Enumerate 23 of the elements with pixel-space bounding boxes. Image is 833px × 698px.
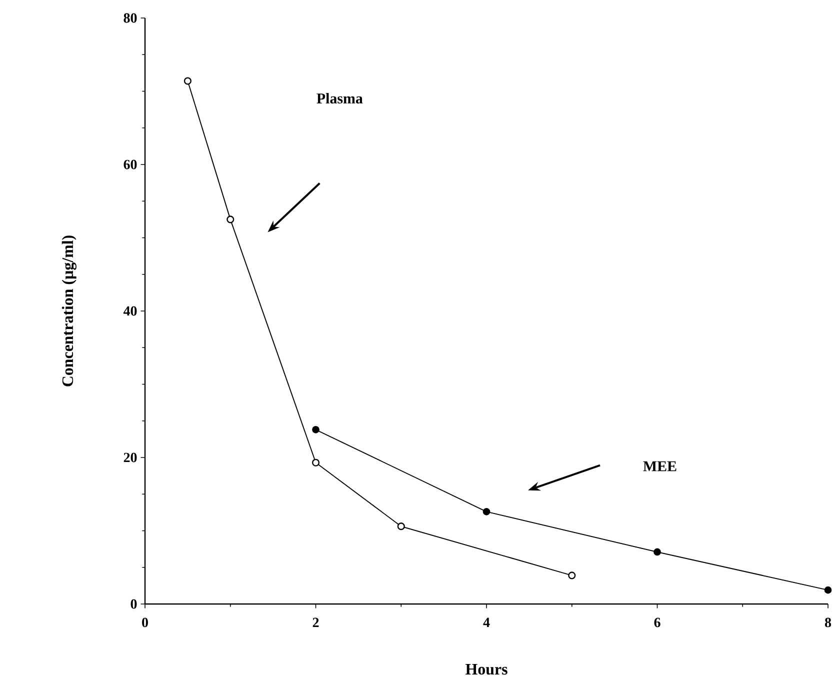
x-tick-label: 0: [142, 618, 148, 628]
point: [312, 426, 320, 434]
x-tick-label: 8: [824, 618, 832, 628]
x-tick-label: 6: [654, 618, 660, 628]
point: [568, 572, 576, 580]
x-tick-label: 4: [483, 618, 490, 627]
y-tick-label: 0: [130, 599, 137, 609]
point: [824, 586, 832, 594]
point: [226, 216, 234, 224]
annotation: Plasma: [316, 93, 363, 104]
y-tick-label: 60: [124, 160, 137, 170]
y-axis-title: Concentration (µg/ml): [62, 236, 76, 386]
x-axis-title: Hours: [466, 664, 508, 675]
point: [312, 458, 320, 466]
point: [482, 508, 490, 516]
point: [184, 77, 192, 85]
point: [397, 522, 405, 530]
x-tick-label: 2: [312, 618, 319, 627]
point: [654, 548, 661, 556]
y-tick-label: 20: [124, 452, 137, 462]
annotation: MEE: [643, 461, 676, 472]
y-tick-label: 80: [124, 13, 137, 23]
y-tick-label: 40: [123, 306, 137, 316]
